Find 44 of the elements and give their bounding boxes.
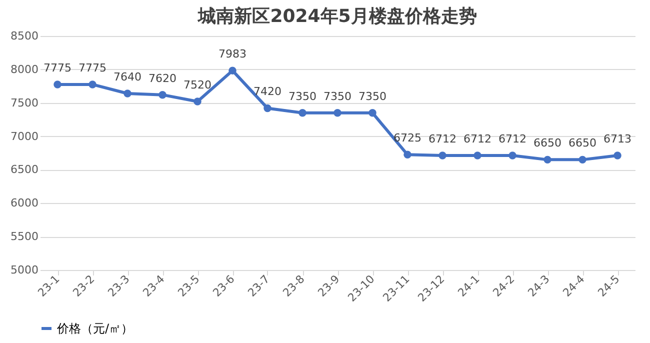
chart-title: 城南新区2024年5月楼盘价格走势 — [197, 6, 477, 27]
data-label: 7350 — [324, 90, 352, 103]
point — [578, 156, 586, 164]
data-label: 6712 — [428, 132, 456, 146]
legend-label: 价格（元/㎡） — [56, 322, 134, 336]
y-tick-label: 7500 — [10, 96, 38, 110]
point — [614, 152, 622, 160]
data-label: 7350 — [358, 90, 386, 103]
data-label: 7775 — [78, 61, 106, 74]
point — [88, 80, 96, 88]
data-label: 6712 — [498, 132, 526, 146]
data-label: 7983 — [218, 48, 246, 61]
data-label: 6725 — [394, 132, 422, 145]
point — [544, 156, 552, 164]
point — [474, 152, 482, 160]
point — [194, 98, 202, 106]
data-label: 6650 — [534, 136, 562, 150]
point — [404, 150, 412, 159]
point — [368, 109, 376, 117]
point — [508, 152, 516, 160]
data-label: 7420 — [254, 85, 282, 98]
y-tick-label: 6500 — [10, 163, 38, 176]
point — [54, 80, 62, 88]
point — [264, 104, 272, 112]
y-tick-label: 6000 — [10, 196, 38, 210]
point — [438, 152, 446, 160]
y-tick-label: 5000 — [10, 264, 38, 276]
point — [228, 66, 236, 74]
y-tick-label: 8500 — [10, 30, 38, 42]
data-label: 7520 — [184, 78, 212, 92]
point — [334, 109, 342, 117]
data-label: 7640 — [114, 70, 142, 84]
data-label: 7350 — [288, 90, 316, 103]
point — [124, 90, 132, 98]
y-tick-label: 8000 — [10, 62, 38, 76]
data-label: 6713 — [604, 132, 632, 146]
point — [298, 109, 306, 117]
data-label: 6650 — [568, 136, 596, 150]
data-label: 7775 — [44, 61, 72, 74]
data-label: 7620 — [148, 72, 176, 85]
y-tick-label: 7000 — [10, 130, 38, 143]
data-label: 6712 — [464, 132, 492, 146]
y-tick-label: 5500 — [10, 230, 38, 244]
point — [158, 90, 166, 99]
